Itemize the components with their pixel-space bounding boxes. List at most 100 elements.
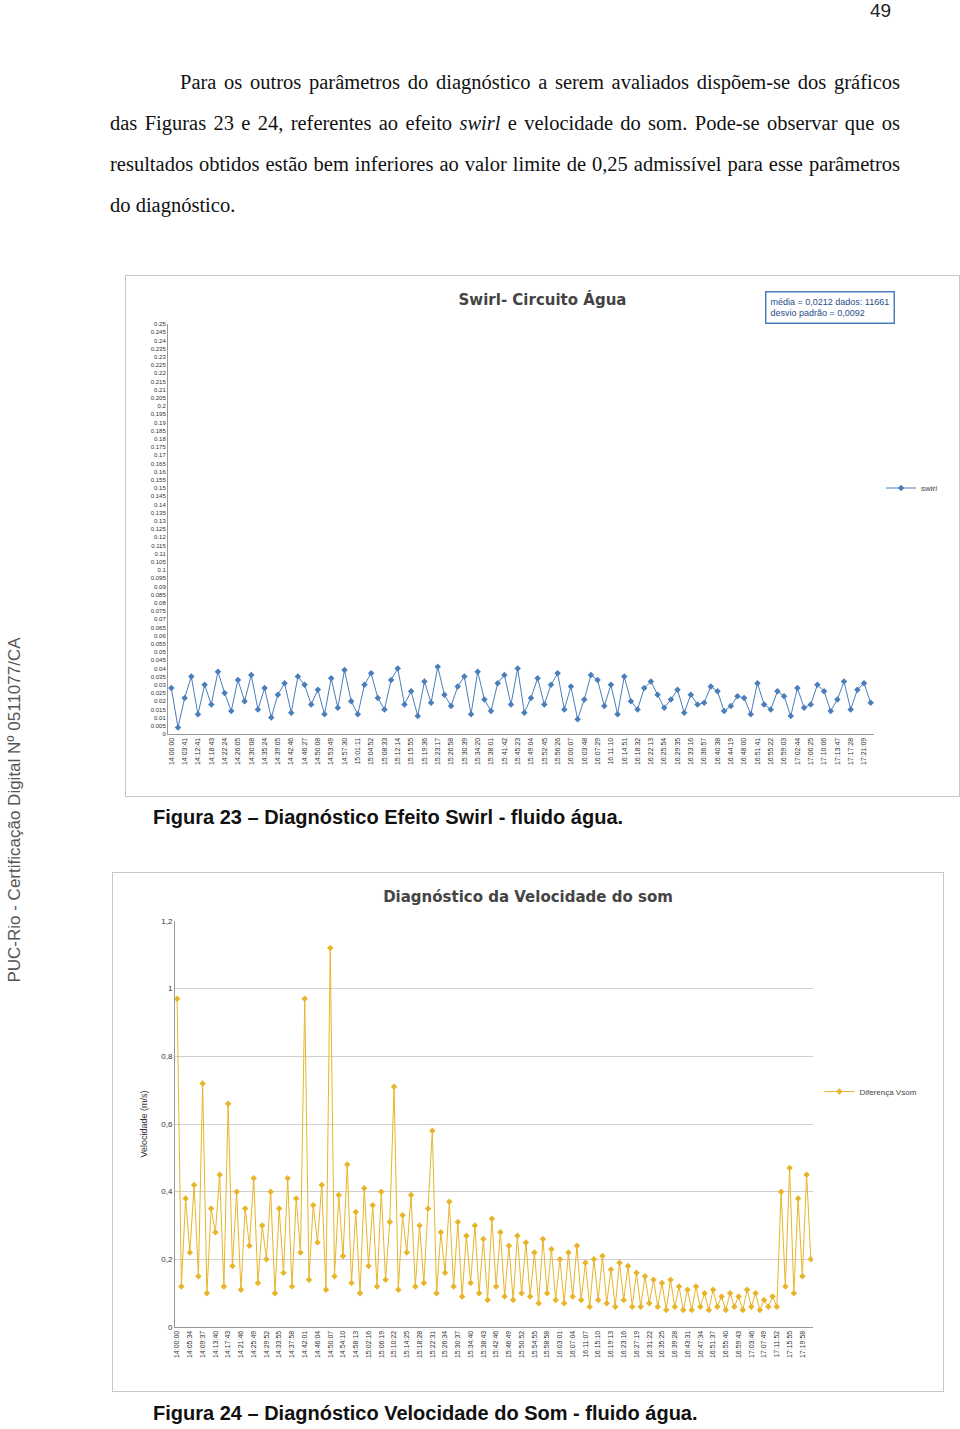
svg-text:14:17:43: 14:17:43 <box>224 1331 231 1358</box>
svg-text:0: 0 <box>162 731 166 737</box>
svg-text:0.23: 0.23 <box>154 354 166 360</box>
svg-text:16:40:38: 16:40:38 <box>714 738 721 765</box>
svg-text:16:00:07: 16:00:07 <box>567 738 574 765</box>
svg-text:0.225: 0.225 <box>151 362 167 368</box>
svg-text:0.05: 0.05 <box>154 649 166 655</box>
svg-text:15:26:34: 15:26:34 <box>441 1331 448 1358</box>
svg-text:17:06:25: 17:06:25 <box>807 738 814 765</box>
svg-text:0.245: 0.245 <box>151 329 167 335</box>
svg-text:0.08: 0.08 <box>154 600 166 606</box>
svg-text:0.17: 0.17 <box>154 452 166 458</box>
svg-text:0.07: 0.07 <box>154 616 166 622</box>
svg-text:16:11:10: 16:11:10 <box>607 738 614 765</box>
svg-text:17:13:47: 17:13:47 <box>834 738 841 765</box>
svg-text:0.15: 0.15 <box>154 485 166 491</box>
svg-text:0.015: 0.015 <box>151 707 167 713</box>
svg-text:15:46:49: 15:46:49 <box>505 1331 512 1358</box>
svg-text:0,8: 0,8 <box>161 1052 173 1061</box>
svg-text:0.155: 0.155 <box>151 477 167 483</box>
svg-text:0.11: 0.11 <box>155 551 167 557</box>
svg-text:16:59:03: 16:59:03 <box>780 738 787 765</box>
svg-text:Velocidade (m/s): Velocidade (m/s) <box>139 1090 149 1157</box>
svg-text:0.22: 0.22 <box>154 370 166 376</box>
svg-text:0,4: 0,4 <box>161 1187 173 1196</box>
svg-text:16:44:19: 16:44:19 <box>727 738 734 765</box>
svg-text:16:59:43: 16:59:43 <box>735 1331 742 1358</box>
svg-text:16:25:54: 16:25:54 <box>660 738 667 765</box>
svg-text:15:49:04: 15:49:04 <box>527 738 534 765</box>
svg-text:0.14: 0.14 <box>154 502 166 508</box>
svg-text:15:58:58: 15:58:58 <box>543 1331 550 1358</box>
svg-text:0.185: 0.185 <box>151 428 167 434</box>
svg-text:16:23:16: 16:23:16 <box>620 1331 627 1358</box>
svg-text:0.055: 0.055 <box>151 641 167 647</box>
svg-text:15:04:52: 15:04:52 <box>367 738 374 765</box>
svg-text:15:19:36: 15:19:36 <box>421 738 428 765</box>
svg-text:0: 0 <box>168 1323 173 1332</box>
svg-text:15:23:17: 15:23:17 <box>434 738 441 765</box>
svg-text:14:26:05: 14:26:05 <box>234 738 241 765</box>
svg-text:0.145: 0.145 <box>151 493 167 499</box>
svg-text:0.21: 0.21 <box>154 387 166 393</box>
svg-text:16:27:19: 16:27:19 <box>633 1331 640 1358</box>
svg-text:16:48:00: 16:48:00 <box>740 738 747 765</box>
svg-text:16:55:40: 16:55:40 <box>722 1331 729 1358</box>
svg-text:15:22:31: 15:22:31 <box>429 1331 436 1358</box>
svg-text:14:57:30: 14:57:30 <box>341 738 348 765</box>
svg-text:0.19: 0.19 <box>154 420 166 426</box>
svg-text:14:18:43: 14:18:43 <box>208 738 215 765</box>
svg-text:14:54:10: 14:54:10 <box>339 1331 346 1358</box>
svg-text:16:18:32: 16:18:32 <box>634 738 641 765</box>
svg-text:0.01: 0.01 <box>154 715 166 721</box>
svg-text:14:37:58: 14:37:58 <box>288 1331 295 1358</box>
svg-text:15:15:55: 15:15:55 <box>407 738 414 765</box>
svg-text:15:54:55: 15:54:55 <box>531 1331 538 1358</box>
svg-text:17:17:28: 17:17:28 <box>847 738 854 765</box>
svg-text:15:30:37: 15:30:37 <box>454 1331 461 1358</box>
svg-text:16:35:25: 16:35:25 <box>658 1331 665 1358</box>
svg-text:15:50:52: 15:50:52 <box>518 1331 525 1358</box>
svg-text:15:45:23: 15:45:23 <box>514 738 521 765</box>
svg-text:14:53:49: 14:53:49 <box>327 738 334 765</box>
svg-text:0.09: 0.09 <box>154 584 166 590</box>
svg-text:15:02:16: 15:02:16 <box>365 1331 372 1358</box>
svg-text:14:03:41: 14:03:41 <box>181 738 188 765</box>
svg-text:14:42:46: 14:42:46 <box>287 738 294 765</box>
svg-text:17:02:44: 17:02:44 <box>794 738 801 765</box>
svg-text:0.02: 0.02 <box>154 698 166 704</box>
svg-text:15:41:42: 15:41:42 <box>501 738 508 765</box>
svg-text:15:12:14: 15:12:14 <box>394 738 401 765</box>
svg-text:0.065: 0.065 <box>151 625 167 631</box>
svg-text:16:36:57: 16:36:57 <box>700 738 707 765</box>
svg-text:0.035: 0.035 <box>151 674 167 680</box>
svg-text:15:34:20: 15:34:20 <box>474 738 481 765</box>
svg-text:15:06:19: 15:06:19 <box>378 1331 385 1358</box>
svg-text:0.13: 0.13 <box>154 518 166 524</box>
svg-text:0,2: 0,2 <box>161 1255 173 1264</box>
svg-text:swirl: swirl <box>921 484 937 493</box>
svg-text:14:05:34: 14:05:34 <box>186 1331 193 1358</box>
svg-text:17:10:06: 17:10:06 <box>820 738 827 765</box>
svg-text:15:26:58: 15:26:58 <box>447 738 454 765</box>
svg-text:15:56:26: 15:56:26 <box>554 738 561 765</box>
svg-text:16:19:13: 16:19:13 <box>607 1331 614 1358</box>
svg-text:15:14:25: 15:14:25 <box>403 1331 410 1358</box>
svg-text:0.25: 0.25 <box>154 321 166 327</box>
svg-text:16:43:31: 16:43:31 <box>684 1331 691 1358</box>
svg-text:17:03:46: 17:03:46 <box>748 1331 755 1358</box>
svg-text:0.215: 0.215 <box>151 379 167 385</box>
svg-text:0.18: 0.18 <box>154 436 166 442</box>
svg-text:14:29:52: 14:29:52 <box>263 1331 270 1358</box>
svg-text:0.135: 0.135 <box>151 510 167 516</box>
svg-text:16:31:22: 16:31:22 <box>646 1331 653 1358</box>
svg-text:14:39:05: 14:39:05 <box>274 738 281 765</box>
svg-text:14:50:07: 14:50:07 <box>327 1331 334 1358</box>
svg-text:14:58:13: 14:58:13 <box>352 1331 359 1358</box>
svg-text:14:09:37: 14:09:37 <box>199 1331 206 1358</box>
svg-text:0.175: 0.175 <box>151 444 167 450</box>
svg-text:0.165: 0.165 <box>151 461 167 467</box>
svg-text:14:46:04: 14:46:04 <box>314 1331 321 1358</box>
svg-text:14:00:00: 14:00:00 <box>173 1331 180 1358</box>
svg-text:14:50:08: 14:50:08 <box>314 738 321 765</box>
svg-text:15:38:43: 15:38:43 <box>480 1331 487 1358</box>
